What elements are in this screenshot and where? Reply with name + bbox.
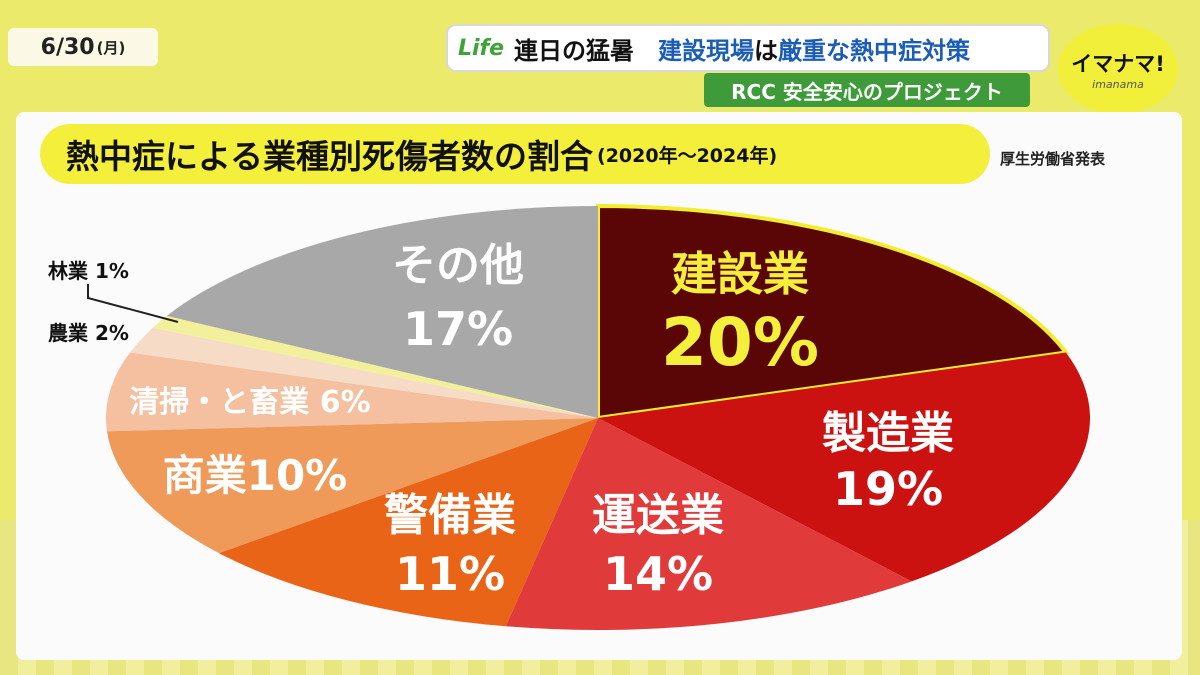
brand-sub: imanama [1092, 77, 1144, 91]
headline-topic: 連日の猛暑 [514, 36, 634, 65]
headline-keyword-2: 厳重な熱中症対策 [778, 36, 970, 65]
brand-name: イマナマ! [1071, 51, 1165, 76]
forestry-leader-line [87, 284, 179, 323]
label-manufacturing-pct: 19% [833, 462, 943, 516]
label-transport-name: 運送業 [592, 490, 724, 541]
brand-logo: イマナマ! imanama [1058, 24, 1178, 114]
pie-slice-9 [166, 206, 598, 418]
label-security-pct: 11% [395, 547, 505, 601]
label-other-pct: 17% [403, 302, 513, 356]
pie-slice-5 [106, 418, 598, 554]
label-agriculture: 農業 2% [48, 321, 129, 345]
label-construction-pct: 20% [661, 304, 819, 381]
headline-particle: は [754, 36, 778, 65]
chart-source: 厚生労働省発表 [1000, 150, 1106, 168]
pie-slice-2 [598, 352, 1090, 582]
date-text: 6/30 [40, 34, 95, 60]
pie-slice-8 [152, 315, 599, 418]
date-badge: 6/30 (月) [8, 28, 158, 66]
label-forestry: 林業 1% [48, 259, 129, 283]
pie-slice-7 [130, 327, 598, 418]
label-construction-name: 建設業 [671, 247, 809, 301]
headline-keyword: 建設現場 [658, 36, 754, 65]
pie-slice-1 [596, 203, 1070, 421]
weekday-text: (月) [96, 38, 126, 57]
project-subheadline: RCC 安全安心のプロジェクト [704, 73, 1030, 107]
label-manufacturing-name: 製造業 [822, 408, 954, 459]
chart-title: 熱中症による業種別死傷者数の割合 [66, 137, 594, 176]
label-cleaning: 清掃・と畜業 6% [129, 385, 370, 420]
label-transport-pct: 14% [603, 547, 713, 601]
label-security-name: 警備業 [384, 490, 516, 541]
life-logo: Life [456, 29, 506, 67]
label-commerce: 商業10% [163, 451, 348, 500]
pie-slice-3 [505, 418, 912, 630]
pie-slice-4 [218, 418, 599, 627]
label-other-name: その他 [392, 240, 524, 291]
headline-bar: Life 連日の猛暑 建設現場 は 厳重な熱中症対策 [446, 24, 1050, 72]
chart-subtitle: (2020年〜2024年) [597, 144, 778, 167]
chart-title-pill: 熱中症による業種別死傷者数の割合 (2020年〜2024年) [40, 124, 990, 184]
pie-slice-6 [106, 352, 599, 432]
